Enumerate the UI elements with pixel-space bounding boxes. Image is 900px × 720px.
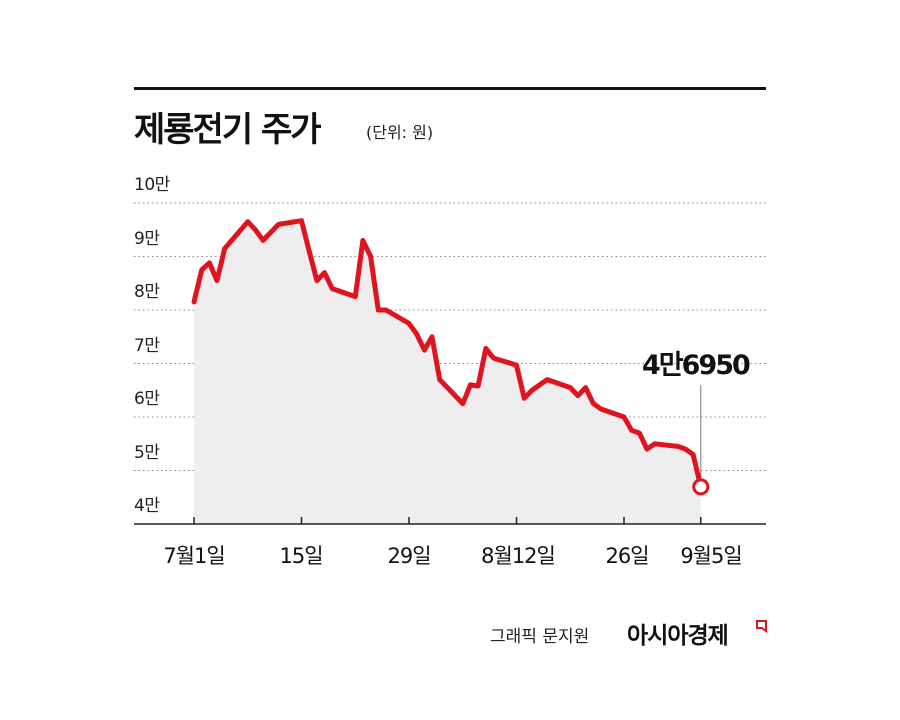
area-fill	[194, 220, 701, 524]
top-rule	[134, 87, 766, 90]
x-tick-label: 8월12일	[481, 544, 556, 568]
y-tick-label: 10만	[134, 175, 170, 195]
y-tick-label: 8만	[134, 282, 160, 302]
unit-label: (단위: 원)	[366, 123, 434, 142]
x-tick-label: 15일	[279, 544, 323, 568]
last-price-point	[692, 478, 710, 496]
brand-mark-icon	[756, 620, 767, 633]
x-tick-label: 26일	[605, 544, 649, 568]
last-price-callout: 4만6950	[642, 350, 751, 381]
x-tick-label: 7월1일	[163, 544, 225, 568]
brand-logo: 아시아경제	[627, 623, 729, 649]
y-tick-label: 9만	[134, 229, 160, 249]
price-line	[191, 218, 704, 490]
graphic-credit: 그래픽 문지원	[490, 627, 590, 647]
x-tick-label: 9월5일	[680, 544, 742, 568]
chart-title: 제룡전기 주가	[134, 110, 322, 150]
y-tick-label: 5만	[134, 443, 160, 463]
y-tick-label: 6만	[134, 389, 160, 409]
y-tick-label: 4만	[134, 496, 160, 516]
y-tick-label: 7만	[134, 336, 160, 356]
x-tick-label: 29일	[387, 544, 431, 568]
